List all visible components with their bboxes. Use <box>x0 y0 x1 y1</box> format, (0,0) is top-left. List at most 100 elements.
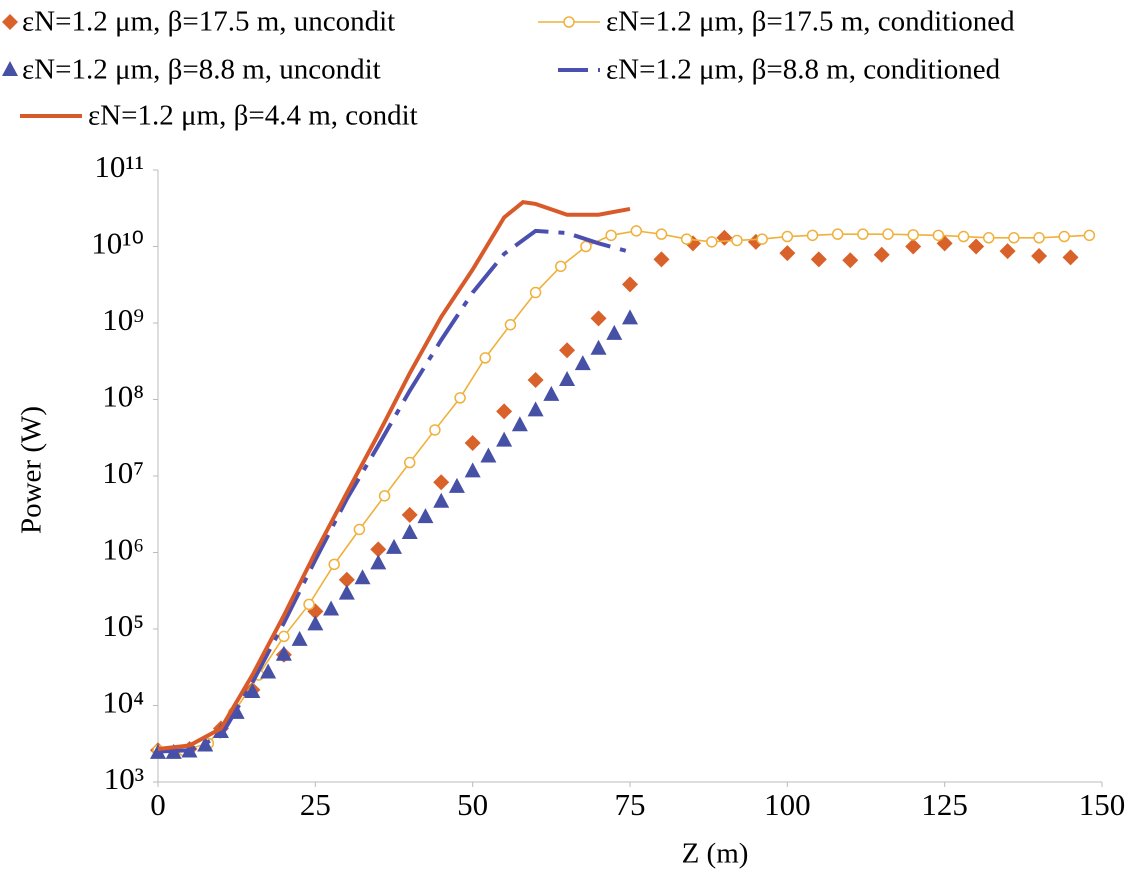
data-point <box>580 240 592 253</box>
data-point <box>731 234 743 247</box>
data-point <box>1058 230 1070 243</box>
x-tick-label: 50 <box>457 787 488 822</box>
data-point <box>622 276 638 293</box>
y-tick-label: 10⁷ <box>102 455 144 490</box>
data-point <box>303 598 315 611</box>
data-point <box>328 558 340 571</box>
data-point <box>810 251 827 268</box>
data-point <box>781 230 794 243</box>
y-tick-label: 10⁴ <box>102 685 144 720</box>
data-point <box>370 541 387 558</box>
data-point <box>353 523 366 536</box>
legend-label: εN=1.2 μm, β=17.5 m, conditioned <box>606 6 1015 38</box>
x-tick-label: 150 <box>1079 787 1126 822</box>
data-point <box>968 238 985 255</box>
data-point <box>433 474 450 491</box>
data-point <box>354 569 371 585</box>
data-point <box>496 403 513 420</box>
data-point <box>338 584 355 600</box>
data-point <box>605 229 617 242</box>
legend-marker <box>2 61 18 76</box>
data-point <box>275 645 292 661</box>
data-point <box>873 246 890 263</box>
data-point <box>716 229 733 246</box>
data-point <box>622 309 638 325</box>
data-point <box>882 228 894 240</box>
data-point <box>842 252 859 269</box>
x-tick-label: 25 <box>300 787 331 822</box>
data-point <box>857 228 869 240</box>
data-point <box>370 554 387 570</box>
y-tick-label: 10¹¹ <box>94 149 144 184</box>
data-point <box>905 238 922 255</box>
data-point <box>386 538 402 554</box>
x-tick-label: 100 <box>764 787 811 822</box>
data-point <box>433 492 450 508</box>
legend-marker <box>563 16 575 28</box>
data-point <box>590 339 607 355</box>
data-point <box>378 490 391 502</box>
legend-label: εN=1.2 μm, β=17.5 m, uncondit <box>22 6 395 38</box>
data-point <box>999 243 1016 260</box>
data-point <box>291 630 308 646</box>
data-point <box>1031 248 1048 265</box>
data-point <box>278 630 290 643</box>
data-point <box>479 352 492 364</box>
data-point <box>401 523 418 539</box>
data-point <box>932 229 945 242</box>
data-point <box>480 447 497 463</box>
data-point <box>496 431 513 447</box>
legend-label: εN=1.2 μm, β=8.8 m, conditioned <box>606 54 1001 86</box>
series-line <box>157 228 631 754</box>
legend-label: εN=1.2 μm, β=4.4 m, condit <box>88 100 418 132</box>
data-point <box>403 456 416 469</box>
data-point <box>464 462 481 478</box>
data-point <box>543 385 560 401</box>
data-point <box>448 477 465 493</box>
data-point <box>527 401 544 417</box>
data-point <box>907 229 919 241</box>
data-point <box>1008 232 1020 244</box>
series-line <box>158 230 1090 752</box>
data-point <box>559 370 576 386</box>
x-tick-label: 0 <box>150 787 166 822</box>
x-axis-label: Z (m) <box>682 838 749 870</box>
data-point <box>511 416 528 432</box>
data-point <box>464 435 481 452</box>
data-point <box>957 230 970 243</box>
data-point <box>706 236 718 248</box>
data-point <box>630 225 643 237</box>
y-tick-label: 10⁵ <box>102 608 144 643</box>
data-point <box>756 233 768 245</box>
x-tick-label: 125 <box>921 787 968 822</box>
data-point <box>606 324 623 340</box>
data-point <box>653 251 670 268</box>
data-point <box>779 245 796 262</box>
data-point <box>590 310 607 327</box>
legend-label: εN=1.2 μm, β=8.8 m, uncondit <box>22 54 381 86</box>
data-point <box>1062 249 1079 266</box>
y-tick-label: 10³ <box>104 761 144 796</box>
data-point <box>1033 232 1045 244</box>
y-tick-label: 10¹⁰ <box>91 226 144 261</box>
data-point <box>982 232 995 244</box>
y-tick-label: 10⁸ <box>102 379 144 414</box>
legend-marker <box>2 14 18 30</box>
data-point <box>454 392 466 404</box>
y-axis-label: Power (W) <box>16 406 48 534</box>
data-point <box>559 342 576 359</box>
data-point <box>527 371 544 388</box>
data-point <box>680 233 693 245</box>
data-point <box>504 318 517 331</box>
series-line <box>157 200 631 751</box>
y-tick-label: 10⁹ <box>102 302 144 337</box>
data-point <box>429 424 441 436</box>
data-point <box>323 600 340 616</box>
y-tick-label: 10⁶ <box>102 532 144 567</box>
data-point <box>307 615 324 631</box>
data-point <box>1083 229 1096 242</box>
data-point <box>244 683 261 699</box>
x-tick-label: 75 <box>615 787 646 822</box>
data-point <box>574 355 591 371</box>
